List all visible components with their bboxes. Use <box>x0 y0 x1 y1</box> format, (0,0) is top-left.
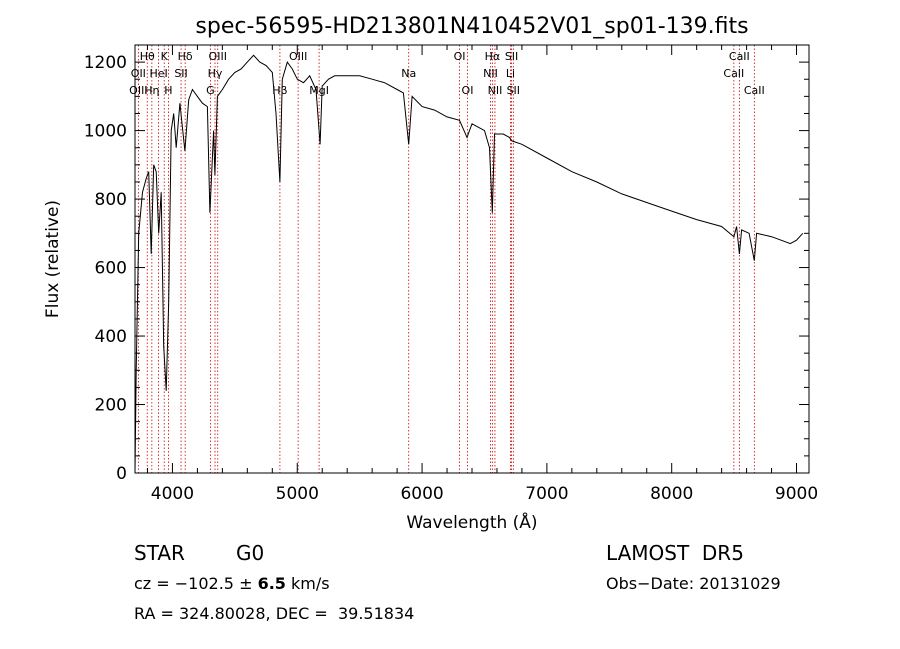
spectral-line-label: CaII <box>744 84 765 97</box>
spectral-line-label: Na <box>401 67 416 80</box>
spectral-line-label: SII <box>505 50 518 63</box>
x-tick-label: 9000 <box>775 484 818 504</box>
y-tick-label: 800 <box>95 190 127 210</box>
x-tick-label: 7000 <box>525 484 568 504</box>
y-tick-label: 200 <box>95 396 127 416</box>
spectral-line-label: Hγ <box>208 67 223 80</box>
spectral-line-label: OIII <box>129 84 147 97</box>
spectral-line-label: OIII <box>209 50 227 63</box>
spectral-line-label: SII <box>174 67 187 80</box>
y-axis-label: Flux (relative) <box>43 200 63 318</box>
spectral-line-label: Li <box>506 67 515 80</box>
y-tick-label: 1200 <box>84 53 127 73</box>
spectral-line-label: OI <box>462 84 474 97</box>
ra-dec-readout: RA = 324.80028, DEC = 39.51834 <box>134 604 415 623</box>
spectral-line-label: Hθ <box>140 50 155 63</box>
spectral-line-label: Hα <box>485 50 501 63</box>
observation-date: Obs−Date: 20131029 <box>606 574 781 593</box>
plot-frame <box>134 44 810 474</box>
spectral-line-label: OIII <box>289 50 307 63</box>
survey-label: LAMOST DR5 <box>606 541 744 565</box>
spectral-subclass: G0 <box>236 541 265 565</box>
x-tick-label: 5000 <box>276 484 319 504</box>
x-axis: 4000 5000 6000 7000 8000 9000 <box>146 45 818 504</box>
spectral-line-label: OI <box>454 50 466 63</box>
spectral-line-label: Hβ <box>272 84 287 97</box>
x-tick-label: 8000 <box>650 484 693 504</box>
y-tick-label: 400 <box>95 327 127 347</box>
spectral-line-label: H <box>164 84 172 97</box>
cz-error: 6.5 <box>257 574 286 593</box>
y-tick-label: 1000 <box>84 122 127 142</box>
spectral-line-label: MgI <box>309 84 329 97</box>
x-tick-label: 6000 <box>400 484 443 504</box>
x-tick-label: 4000 <box>151 484 194 504</box>
spectral-line-label: NII <box>483 67 498 80</box>
spectral-line-label: G <box>206 84 215 97</box>
line-marker-group <box>137 45 755 473</box>
spectral-line-label: K <box>161 50 169 63</box>
spectral-line-label: NII <box>488 84 503 97</box>
spectral-line-label: SII <box>507 84 520 97</box>
spectral-line-label: CaII <box>729 50 750 63</box>
spectral-line-label: OII <box>131 67 146 80</box>
y-tick-label: 0 <box>116 464 127 484</box>
spectral-line-label: Hη <box>144 84 159 97</box>
chart-title: spec-56595-HD213801N410452V01_sp01-139.f… <box>195 14 748 39</box>
y-axis: 0 200 400 600 800 1000 1200 <box>84 44 809 484</box>
spectrum-line <box>134 54 804 474</box>
redshift-readout: cz = −102.5 ± 6.5 km/s <box>134 574 330 593</box>
x-axis-label: Wavelength (Å) <box>406 511 537 533</box>
spectral-line-label: HeI <box>149 67 167 80</box>
cz-prefix: cz = −102.5 ± <box>134 574 258 593</box>
spectral-line-label: CaII <box>723 67 744 80</box>
spectral-line-label: Hδ <box>178 50 193 63</box>
object-class: STAR <box>134 541 185 565</box>
cz-unit: km/s <box>285 574 330 593</box>
y-tick-label: 600 <box>95 259 127 279</box>
